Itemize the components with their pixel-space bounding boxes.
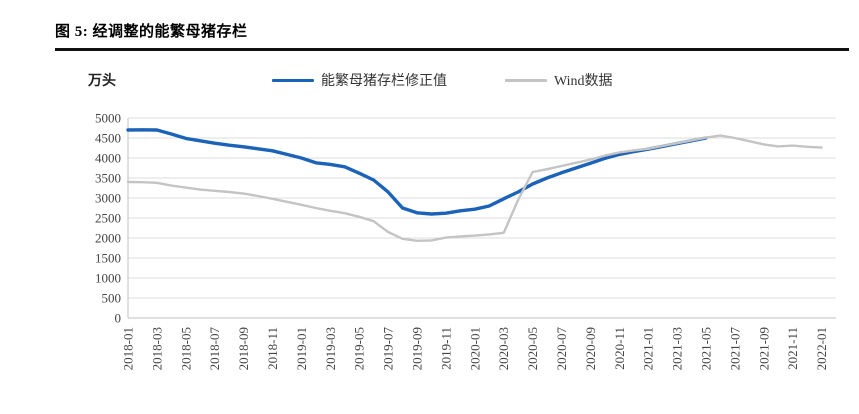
figure-title: 图 5: 经调整的能繁母猪存栏 bbox=[55, 24, 248, 40]
x-tick-label: 2021-03 bbox=[670, 327, 685, 370]
x-tick-label: 2018-11 bbox=[265, 327, 280, 370]
y-tick-label: 5000 bbox=[95, 111, 121, 126]
x-tick-label: 2021-07 bbox=[727, 327, 742, 371]
y-tick-label: 3000 bbox=[95, 191, 121, 206]
x-tick-label: 2018-07 bbox=[207, 327, 222, 371]
x-tick-label: 2018-01 bbox=[121, 327, 136, 370]
x-tick-label: 2019-11 bbox=[438, 327, 453, 370]
legend-line-swatch-wind bbox=[505, 78, 547, 82]
x-tick-label: 2020-11 bbox=[612, 327, 627, 370]
x-tick-label: 2020-07 bbox=[554, 327, 569, 371]
y-tick-label: 4000 bbox=[95, 151, 121, 166]
y-axis-unit-label: 万头 bbox=[88, 74, 116, 89]
x-tick-label: 2018-03 bbox=[149, 327, 164, 370]
x-tick-label: 2021-11 bbox=[785, 327, 800, 370]
x-tick-label: 2018-09 bbox=[236, 327, 251, 370]
y-tick-label: 1000 bbox=[95, 271, 121, 286]
chart-legend: 能繁母猪存栏修正值 Wind数据 bbox=[272, 70, 613, 90]
x-tick-label: 2020-03 bbox=[496, 327, 511, 370]
y-tick-label: 3500 bbox=[95, 171, 121, 186]
legend-item-corrected: 能繁母猪存栏修正值 bbox=[272, 70, 447, 90]
legend-line-swatch-corrected bbox=[272, 78, 314, 82]
x-tick-label: 2019-07 bbox=[381, 327, 396, 371]
x-tick-label: 2018-05 bbox=[178, 327, 193, 370]
y-tick-label: 2000 bbox=[95, 231, 121, 246]
y-tick-label: 0 bbox=[115, 311, 122, 326]
x-tick-label: 2020-05 bbox=[525, 327, 540, 370]
y-tick-label: 4500 bbox=[95, 131, 121, 146]
x-tick-label: 2019-09 bbox=[409, 327, 424, 370]
x-tick-label: 2019-05 bbox=[352, 327, 367, 370]
series-line-wind bbox=[126, 134, 823, 243]
series-line-corrected bbox=[126, 128, 708, 216]
x-tick-label: 2019-01 bbox=[294, 327, 309, 370]
x-tick-label: 2021-01 bbox=[641, 327, 656, 370]
legend-label-corrected: 能繁母猪存栏修正值 bbox=[321, 74, 447, 89]
x-tick-label: 2021-05 bbox=[698, 327, 713, 370]
title-underline bbox=[55, 48, 849, 51]
x-tick-label: 2022-01 bbox=[814, 327, 829, 370]
y-tick-label: 500 bbox=[102, 291, 122, 306]
y-tick-label: 2500 bbox=[95, 211, 121, 226]
x-tick-label: 2021-09 bbox=[756, 327, 771, 370]
x-tick-label: 2020-01 bbox=[467, 327, 482, 370]
x-tick-label: 2019-03 bbox=[323, 327, 338, 370]
x-tick-label: 2020-09 bbox=[583, 327, 598, 370]
legend-label-wind: Wind数据 bbox=[554, 74, 613, 89]
y-tick-label: 1500 bbox=[95, 251, 121, 266]
legend-item-wind: Wind数据 bbox=[505, 70, 613, 90]
